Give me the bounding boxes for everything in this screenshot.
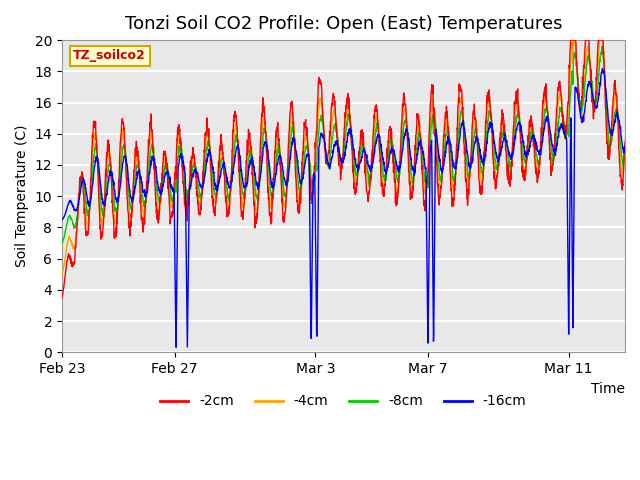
- Legend: -2cm, -4cm, -8cm, -16cm: -2cm, -4cm, -8cm, -16cm: [155, 389, 532, 414]
- Y-axis label: Soil Temperature (C): Soil Temperature (C): [15, 125, 29, 267]
- Title: Tonzi Soil CO2 Profile: Open (East) Temperatures: Tonzi Soil CO2 Profile: Open (East) Temp…: [125, 15, 563, 33]
- Text: TZ_soilco2: TZ_soilco2: [74, 49, 146, 62]
- X-axis label: Time: Time: [591, 382, 625, 396]
